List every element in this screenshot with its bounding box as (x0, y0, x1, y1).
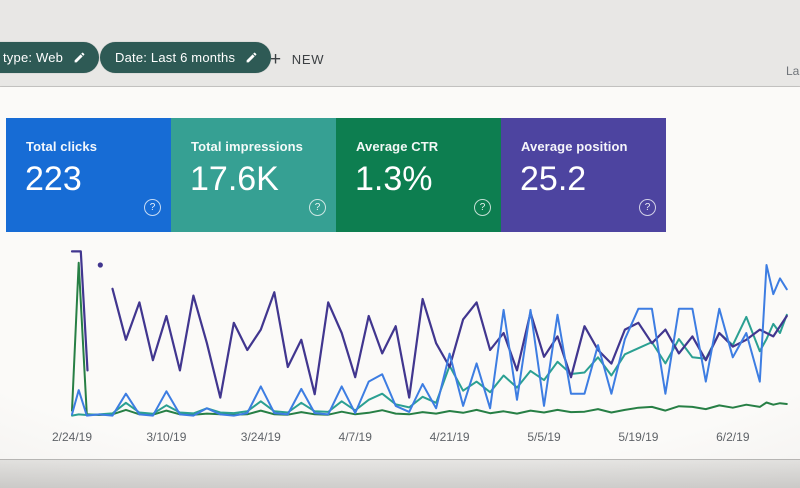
series-position-line (111, 287, 788, 399)
page-bottom-strip (0, 460, 800, 488)
series-clicks-line (71, 264, 788, 417)
new-filter-label: NEW (291, 51, 325, 67)
x-tick-label: 6/2/19 (716, 430, 750, 444)
help-icon[interactable]: ? (309, 199, 326, 216)
x-tick-label: 4/7/19 (338, 430, 372, 444)
series-position-point (97, 262, 103, 268)
clipped-corner-text: La (786, 64, 800, 78)
metric-card-value: 223 (25, 160, 82, 198)
search-type-filter-label: type: Web (3, 50, 64, 65)
x-tick-label: 4/21/19 (429, 430, 470, 444)
metric-card-total-impressions[interactable]: Total impressions 17.6K ? (171, 118, 336, 232)
series-impressions-line (71, 313, 788, 417)
filter-bar-divider (0, 86, 800, 87)
x-tick-label: 3/10/19 (146, 430, 187, 444)
metric-card-label: Average CTR (356, 139, 439, 154)
metric-card-average-ctr[interactable]: Average CTR 1.3% ? (336, 118, 501, 232)
help-icon[interactable]: ? (144, 199, 161, 216)
performance-chart: 2/24/19 3/10/19 3/24/19 4/7/19 4/21/19 5/5/19… (0, 242, 800, 458)
new-filter-button[interactable]: + NEW (270, 44, 324, 74)
x-tick-label: 5/5/19 (527, 430, 561, 444)
metric-card-value: 1.3% (355, 160, 433, 198)
help-icon[interactable]: ? (639, 199, 656, 216)
x-tick-label: 3/24/19 (240, 430, 281, 444)
filter-bar: type: Web Date: Last 6 months + NEW La (0, 0, 800, 86)
metric-card-value: 25.2 (520, 160, 587, 198)
metric-card-average-position[interactable]: Average position 25.2 ? (501, 118, 666, 232)
chart-canvas (70, 250, 788, 417)
x-axis-labels: 2/24/19 3/10/19 3/24/19 4/7/19 4/21/19 5/5/19… (0, 430, 800, 450)
metric-card-label: Total clicks (26, 139, 98, 154)
metric-card-label: Average position (521, 139, 628, 154)
plus-icon: + (270, 48, 282, 70)
date-range-filter-label: Date: Last 6 months (115, 50, 236, 65)
edit-pencil-icon[interactable] (73, 51, 86, 64)
metric-card-value: 17.6K (190, 160, 279, 198)
edit-pencil-icon[interactable] (245, 51, 258, 64)
series-position-line (70, 250, 89, 372)
help-icon[interactable]: ? (474, 199, 491, 216)
metric-cards-row: Total clicks 223 ? Total impressions 17.… (6, 118, 666, 232)
metric-card-total-clicks[interactable]: Total clicks 223 ? (6, 118, 171, 232)
search-type-filter-chip[interactable]: type: Web (0, 42, 100, 73)
date-range-filter-chip[interactable]: Date: Last 6 months (100, 42, 272, 73)
x-tick-label: 2/24/19 (51, 430, 93, 444)
metric-card-label: Total impressions (191, 139, 303, 154)
x-tick-label: 5/19/19 (618, 430, 659, 444)
performance-panel: Total clicks 223 ? Total impressions 17.… (0, 87, 800, 460)
